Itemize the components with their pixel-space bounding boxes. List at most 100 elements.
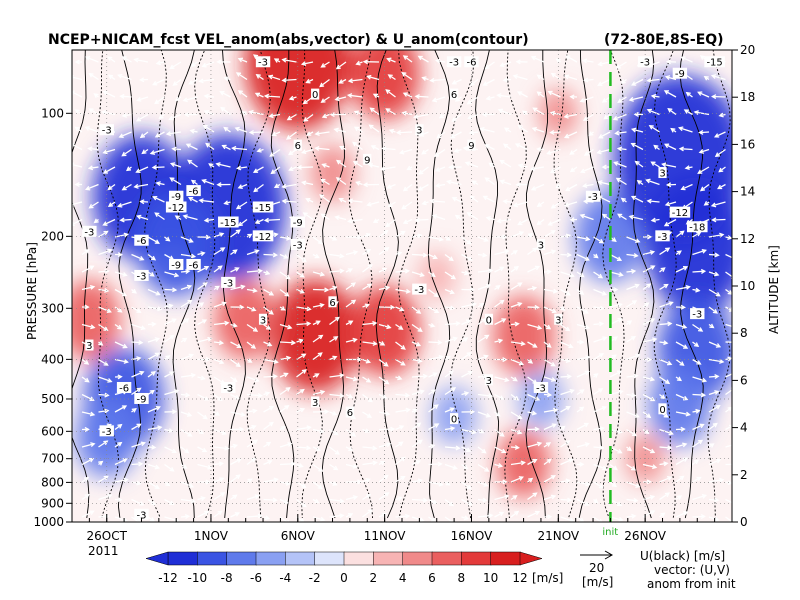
contour-label-bg — [467, 139, 476, 151]
wind-vector — [164, 371, 174, 378]
wind-vector — [265, 218, 281, 222]
wind-vector-head — [601, 98, 607, 103]
wind-vector-head — [207, 336, 213, 342]
wind-vector-head — [171, 318, 177, 323]
wind-vector-head — [650, 265, 656, 270]
wind-vector — [147, 337, 159, 343]
wind-vector-head — [216, 59, 222, 65]
wind-vector-head — [264, 391, 271, 397]
wind-vector-head — [630, 335, 637, 341]
anomaly-patch — [492, 295, 555, 376]
wind-vector-head — [136, 387, 142, 393]
wind-vector — [698, 91, 710, 98]
wind-vector-head — [281, 198, 287, 204]
wind-vector — [708, 459, 721, 466]
wind-vector-head — [123, 477, 129, 483]
wind-vector-head — [566, 374, 573, 380]
wind-vector-head — [89, 265, 95, 270]
wind-vector — [387, 183, 396, 189]
wind-vector — [576, 443, 589, 448]
wind-vector — [664, 143, 677, 151]
wind-vector-head — [234, 512, 241, 517]
wind-vector-head — [219, 91, 225, 96]
wind-vector-head — [357, 357, 363, 362]
wind-vector — [665, 201, 677, 206]
wind-vector-head — [251, 344, 257, 349]
wind-vector-head — [88, 72, 94, 78]
wind-vector — [297, 166, 314, 169]
wind-vector-head — [679, 230, 685, 236]
wind-vector-head — [182, 97, 188, 103]
wind-vector — [336, 160, 347, 168]
wind-vector — [352, 141, 363, 151]
wind-vector-head — [140, 325, 146, 331]
wind-vector — [263, 341, 272, 347]
wind-vector-head — [597, 61, 603, 67]
wind-vector-head — [584, 501, 590, 506]
wind-vector-head — [268, 291, 275, 296]
wind-vector-head — [398, 325, 404, 330]
wind-vector-head — [203, 93, 209, 99]
wind-vector-head — [496, 218, 502, 224]
wind-vector — [543, 409, 558, 413]
wind-vector — [629, 96, 644, 101]
wind-vector — [675, 266, 688, 273]
wind-vector-head — [334, 96, 340, 102]
wind-vector-head — [631, 431, 638, 437]
wind-vector-head — [711, 94, 717, 100]
wind-vector — [345, 376, 358, 381]
wind-vector — [548, 218, 561, 226]
wind-vector-head — [136, 96, 142, 102]
wind-vector — [444, 337, 457, 343]
contour-label-bg — [218, 216, 239, 228]
wind-vector-head — [534, 510, 541, 516]
wind-vector-head — [450, 426, 456, 432]
contour-label-bg — [533, 381, 549, 393]
wind-vector-head — [448, 256, 454, 262]
wind-vector-head — [254, 92, 261, 98]
wind-vector — [598, 195, 611, 203]
wind-vector — [72, 218, 83, 226]
wind-vector — [675, 230, 684, 238]
wind-vector — [246, 323, 258, 332]
wind-vector-head — [630, 465, 637, 471]
wind-vector-head — [136, 480, 142, 486]
wind-vector — [560, 516, 574, 522]
wind-vector — [131, 442, 145, 448]
wind-vector — [120, 218, 132, 221]
wind-vector-head — [190, 62, 196, 67]
wind-vector-head — [214, 411, 221, 416]
wind-vector-head — [670, 127, 676, 133]
colorbar-swatch — [255, 551, 287, 566]
wind-vector-head — [630, 127, 637, 133]
wind-vector — [615, 131, 627, 135]
wind-vector — [510, 411, 522, 419]
wind-vector-head — [422, 252, 429, 258]
wind-vector-head — [532, 343, 538, 348]
wind-vector-head — [665, 247, 671, 253]
wind-vector-head — [636, 180, 642, 185]
wind-vector-head — [495, 285, 501, 290]
wind-vector — [169, 113, 182, 120]
wind-vector-head — [698, 149, 705, 154]
wind-vector — [494, 318, 506, 326]
wind-vector — [170, 61, 182, 69]
wind-vector-head — [273, 183, 280, 188]
wind-vector — [609, 318, 622, 326]
wind-vector — [593, 322, 603, 326]
wind-vector — [675, 358, 684, 366]
contour-line — [348, 50, 373, 519]
wind-vector — [362, 446, 377, 450]
wind-vector — [230, 411, 245, 416]
wind-vector-head — [551, 308, 558, 314]
wind-vector-head — [421, 200, 427, 206]
wind-vector-head — [663, 340, 669, 346]
wind-vector — [349, 78, 363, 82]
wind-vector — [659, 322, 672, 326]
wind-vector — [477, 446, 486, 454]
wind-vector — [483, 78, 495, 86]
wind-vector — [88, 147, 99, 151]
wind-vector — [164, 446, 176, 453]
wind-vector-head — [518, 476, 524, 481]
wind-vector-head — [252, 408, 258, 414]
